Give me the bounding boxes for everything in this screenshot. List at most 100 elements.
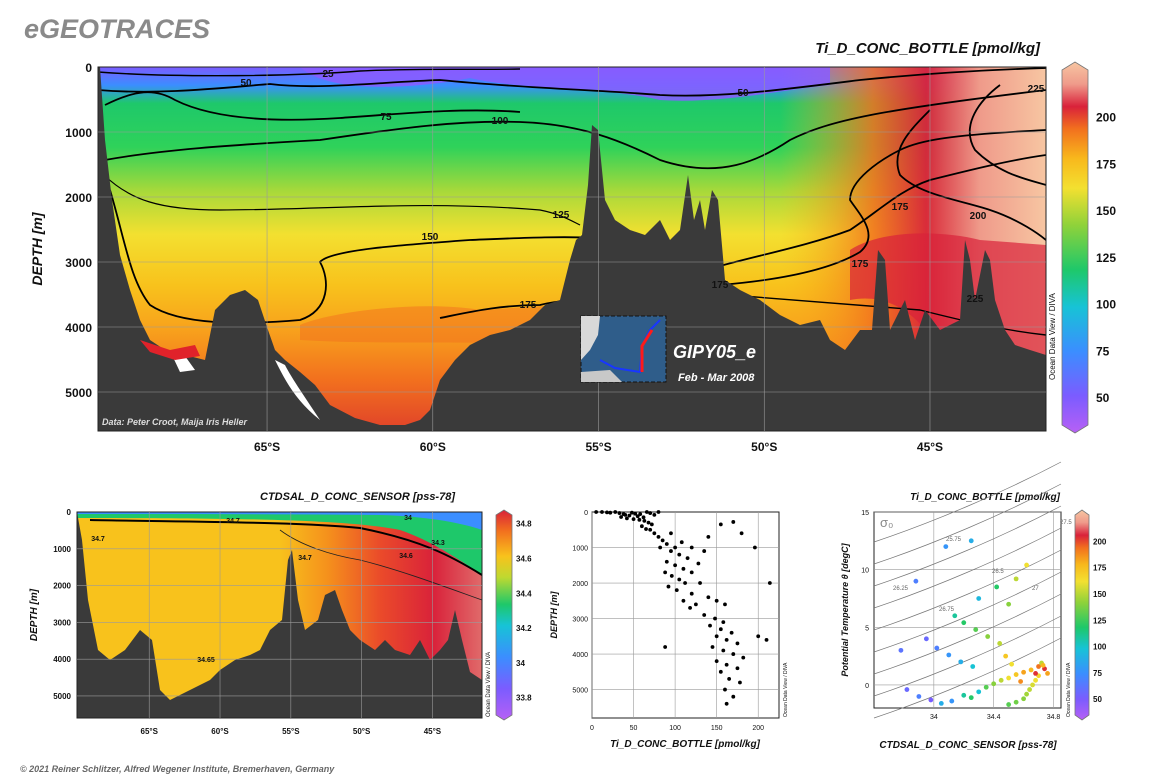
profile-point — [600, 510, 604, 514]
ts-point — [1036, 664, 1041, 669]
main-ytick: 3000 — [65, 256, 92, 270]
main-contour-label: 50 — [240, 78, 252, 89]
ts-point — [1021, 696, 1026, 702]
main-colorbar: 50 75 100 125 150 175 200 Ocean Data View / DI… — [1048, 61, 1116, 434]
ts-point — [946, 652, 952, 658]
ts-isopycnal-line — [873, 549, 1062, 631]
main-ylabel: DEPTH [m] — [29, 211, 45, 285]
profile-point — [718, 522, 723, 527]
main-xtick: 65°S — [254, 440, 280, 454]
profile-point — [731, 694, 736, 699]
copyright-footer: © 2021 Reiner Schlitzer, Alfred Wegener … — [20, 764, 335, 774]
main-contour-125 — [103, 174, 581, 226]
main-ytick: 1000 — [65, 126, 92, 140]
profile-point — [673, 563, 678, 568]
profile-point — [767, 581, 772, 585]
main-cbar-tick: 200 — [1096, 111, 1116, 125]
ts-point — [1013, 576, 1019, 582]
brand-logo: eGEOTRACES — [24, 14, 210, 44]
profile-plot-frame — [591, 511, 780, 719]
ts-isopycnal-line — [873, 505, 1062, 587]
ts-point — [934, 645, 940, 651]
ts-points — [898, 538, 1050, 707]
ts-cbar-tick: 100 — [1093, 643, 1107, 652]
ts-isopycnal-line — [873, 527, 1062, 609]
sal-contour-label: 34.7 — [226, 518, 240, 525]
profile-point — [723, 602, 727, 607]
main-contour-150 — [109, 189, 601, 324]
profile-point — [721, 620, 726, 625]
ts-point — [961, 620, 967, 626]
ts-plot-frame — [873, 511, 1062, 709]
profile-point — [619, 515, 623, 519]
ts-point — [1013, 699, 1019, 705]
profile-point — [681, 566, 686, 571]
profile-point — [652, 531, 657, 536]
profile-point — [688, 605, 692, 610]
profile-xlabel: Ti_D_CONC_BOTTLE [pmol/kg] — [610, 739, 760, 750]
profile-point — [735, 666, 740, 671]
main-ytick: 4000 — [65, 321, 92, 335]
main-contour-25 — [98, 68, 521, 77]
profile-point — [721, 648, 726, 653]
profile-point — [724, 637, 729, 642]
ts-isopycnal-line — [873, 461, 1062, 543]
main-contour-50 — [98, 67, 1046, 97]
sal-title: CTDSAL_D_CONC_SENSOR [pss-78] — [260, 491, 455, 503]
profile-point — [623, 512, 628, 517]
profile-point — [646, 520, 651, 525]
main-contour-label: 225 — [1028, 84, 1045, 95]
main-cbar-tick: 125 — [1096, 251, 1116, 265]
sal-ytick: 3000 — [53, 618, 71, 627]
profile-ytick: 4000 — [572, 652, 588, 659]
ts-isopycnal-line — [873, 593, 1062, 675]
main-ytick: 0 — [85, 61, 92, 75]
main-contour-label: 150 — [422, 232, 439, 243]
main-contour-label: 175 — [520, 300, 537, 311]
sal-colorbar: 34.8 34.6 34.4 34.2 34 33.8 Ocean Data View /… — [486, 509, 532, 721]
profile-grid — [591, 512, 779, 718]
sal-ylabel: DEPTH [m] — [29, 588, 40, 641]
profile-point — [696, 561, 701, 566]
sal-cbar-tick: 33.8 — [516, 694, 532, 703]
ts-point — [1024, 691, 1029, 697]
ts-isopycnal-line — [873, 637, 1062, 719]
sal-xtick: 55°S — [282, 727, 300, 736]
profile-point — [735, 641, 740, 646]
ts-point — [938, 700, 944, 706]
sal-plot-frame — [76, 511, 483, 719]
ts-ytick: 15 — [861, 510, 869, 517]
main-contour-label: 50 — [737, 88, 749, 99]
main-contour-label: 25 — [322, 69, 334, 80]
profile-point — [685, 556, 690, 561]
ts-sigma-label: σ₀ — [880, 515, 893, 530]
profile-xtick: 150 — [711, 725, 723, 732]
profile-point — [649, 522, 654, 527]
profile-point — [644, 527, 648, 531]
ts-isopycnal-label: 26.5 — [992, 569, 1004, 575]
profile-point — [658, 545, 663, 550]
sal-xtick: 50°S — [353, 727, 371, 736]
sal-cbar-tick: 34.4 — [516, 589, 532, 598]
ts-colorbar: 200 175 150 125 100 75 50 Ocean Data View / DI… — [1066, 509, 1107, 721]
profile-point — [642, 518, 647, 523]
ts-cbar-tick: 125 — [1093, 616, 1107, 625]
profile-point — [664, 542, 669, 546]
ts-point — [1027, 687, 1032, 692]
ts-plot: 25.75 26.25 26.75 26.5 27 27.5 34 34.4 34.8 0 5 10… — [840, 461, 1072, 751]
profile-ytick: 0 — [584, 510, 588, 517]
profile-point — [702, 613, 707, 617]
sal-contour-347 — [279, 529, 482, 601]
ts-cbar-tick: 200 — [1093, 537, 1107, 546]
sal-contour-346 — [89, 519, 482, 576]
profile-ytick: 5000 — [572, 688, 588, 695]
profile-point — [756, 634, 761, 639]
ts-point — [1006, 675, 1012, 681]
profile-point — [718, 627, 723, 632]
ts-point — [998, 677, 1004, 683]
profile-odv-credit: Ocean Data View / DIVA — [783, 662, 789, 717]
ts-ylabel: Potential Temperature θ [degC] — [840, 542, 850, 676]
ts-xtick: 34.4 — [987, 714, 1001, 721]
ts-title: Ti_D_CONC_BOTTLE [pmol/kg] — [910, 492, 1060, 503]
